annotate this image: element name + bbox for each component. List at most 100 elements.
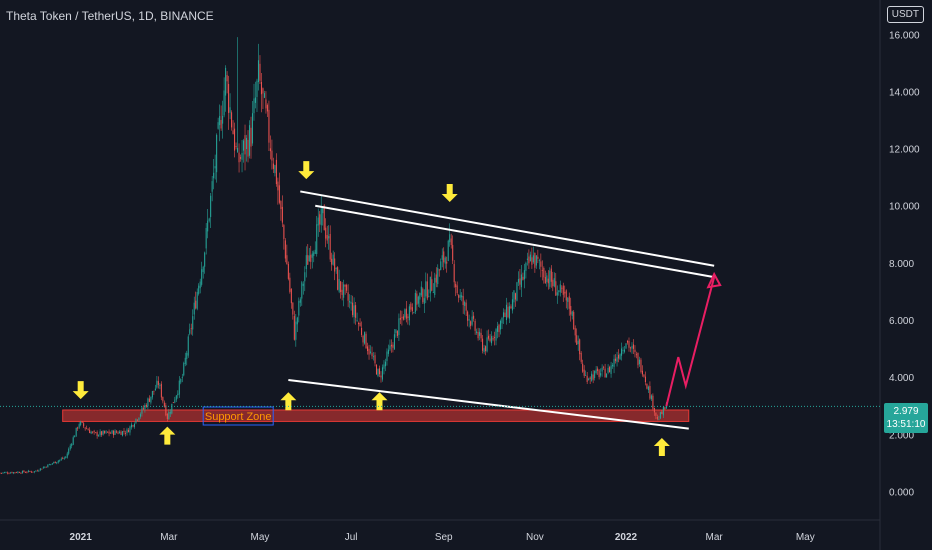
candle-body <box>51 463 53 465</box>
support-zone-label-box <box>202 406 274 426</box>
candle-body <box>431 279 433 291</box>
candle-body <box>281 206 283 223</box>
candle-body <box>523 270 525 280</box>
candle-body <box>244 135 246 155</box>
candle-body <box>295 321 297 340</box>
candle-body <box>84 427 86 429</box>
candle-body <box>393 334 395 350</box>
candle-body <box>296 317 298 325</box>
candle-body <box>586 375 588 382</box>
candle-body <box>69 445 71 450</box>
candle-body <box>353 305 355 317</box>
candle-body <box>491 336 493 344</box>
candle-body <box>102 430 104 435</box>
candle-body <box>600 373 602 376</box>
candle-body <box>280 201 282 210</box>
candle-body <box>374 355 376 364</box>
channel-bottom-line <box>288 379 689 430</box>
candle-body <box>298 300 300 316</box>
candle-body <box>502 312 505 318</box>
candle-body <box>335 267 337 270</box>
candle-body <box>488 335 490 339</box>
up-arrow <box>280 392 297 411</box>
candle-body <box>11 472 13 474</box>
candle-body <box>528 256 530 264</box>
candle-body <box>532 255 534 263</box>
candle-body <box>226 75 228 82</box>
candle-body <box>272 163 274 169</box>
candle-body <box>156 380 158 388</box>
candle-body <box>372 356 375 358</box>
x-tick-label: 2022 <box>615 532 638 543</box>
candle-body <box>198 285 200 294</box>
candle-body <box>540 261 542 267</box>
candle-body <box>470 321 472 326</box>
candle-body <box>254 97 257 103</box>
candle-body <box>367 346 369 352</box>
candle-body <box>196 292 198 309</box>
candle-body <box>389 345 391 350</box>
candle-body <box>443 251 445 263</box>
candle-body <box>5 472 7 474</box>
candle-body <box>346 284 348 291</box>
candle-body <box>408 306 410 321</box>
candle-body <box>148 398 150 402</box>
candle-body <box>116 431 118 433</box>
candle-body <box>343 284 345 298</box>
candle-body <box>635 354 637 356</box>
candle-body <box>384 361 386 367</box>
candle-body <box>114 430 116 435</box>
candle-body <box>595 369 597 373</box>
candle-body <box>476 331 478 333</box>
candle-body <box>519 278 521 285</box>
candle-body <box>120 431 122 435</box>
candle-body <box>350 301 352 304</box>
candle-body <box>631 346 633 349</box>
candle-body <box>175 395 177 400</box>
candle-body <box>558 290 560 292</box>
candle-body <box>214 166 216 169</box>
candle-body <box>243 140 245 151</box>
candle-body <box>555 281 557 296</box>
candle-body <box>522 276 524 280</box>
candle-body <box>435 274 437 283</box>
candle-body <box>395 329 397 333</box>
candle-body <box>426 281 428 299</box>
candle-body <box>592 374 594 380</box>
candle-body <box>452 244 454 261</box>
candle-body <box>229 107 231 113</box>
candle-body <box>95 432 97 434</box>
candle-body <box>99 431 101 435</box>
candle-body <box>352 302 354 315</box>
x-tick-label: Mar <box>706 532 724 543</box>
candle-body <box>2 472 4 474</box>
candle-body <box>299 299 301 303</box>
candle-body <box>130 424 132 428</box>
candle-body <box>193 302 195 315</box>
candle-body <box>228 83 230 113</box>
candle-body <box>234 128 236 151</box>
candle-body <box>163 402 165 407</box>
candle-body <box>461 295 463 298</box>
currency-badge[interactable]: USDT <box>886 6 924 23</box>
candle-body <box>278 185 280 203</box>
candle-body <box>508 306 510 319</box>
candle-body <box>501 318 503 324</box>
candle-body <box>232 130 234 135</box>
candle-body <box>359 322 361 327</box>
candle-body <box>108 431 110 434</box>
candle-countdown: 13:51:10 <box>886 419 926 430</box>
candle-body <box>217 122 219 129</box>
channel-lines <box>288 190 722 430</box>
candle-body <box>172 402 174 404</box>
candle-body <box>251 113 254 144</box>
candle-body <box>135 418 137 423</box>
candle-body <box>568 296 570 309</box>
candle-body <box>344 284 346 287</box>
candle-body <box>386 351 388 362</box>
candle-body <box>564 292 566 294</box>
candle-body <box>169 412 171 414</box>
candle-body <box>129 426 131 433</box>
candle-body <box>404 309 406 318</box>
